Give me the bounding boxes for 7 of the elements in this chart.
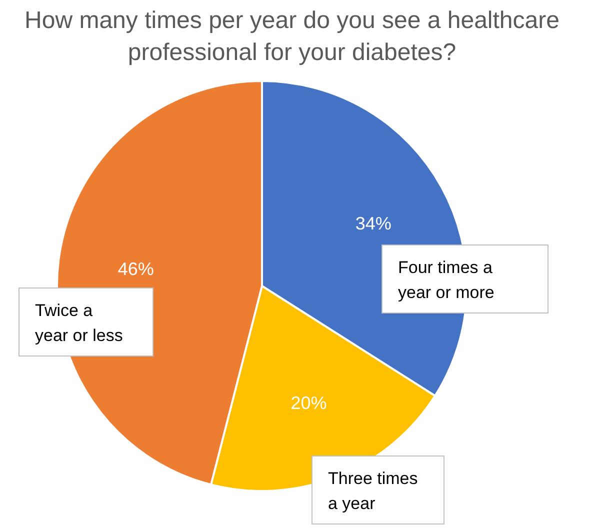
chart-title: How many times per year do you see a healthcare professional for your diabetes?: [24, 7, 560, 66]
slice-label: Four times a year or more: [398, 258, 494, 302]
data-label: 46%: [118, 258, 154, 279]
data-label: 20%: [290, 392, 327, 413]
data-label: 34%: [355, 214, 392, 234]
slice-label: Three times a year: [328, 469, 418, 513]
slice-label: Twice a year or less: [35, 301, 123, 345]
